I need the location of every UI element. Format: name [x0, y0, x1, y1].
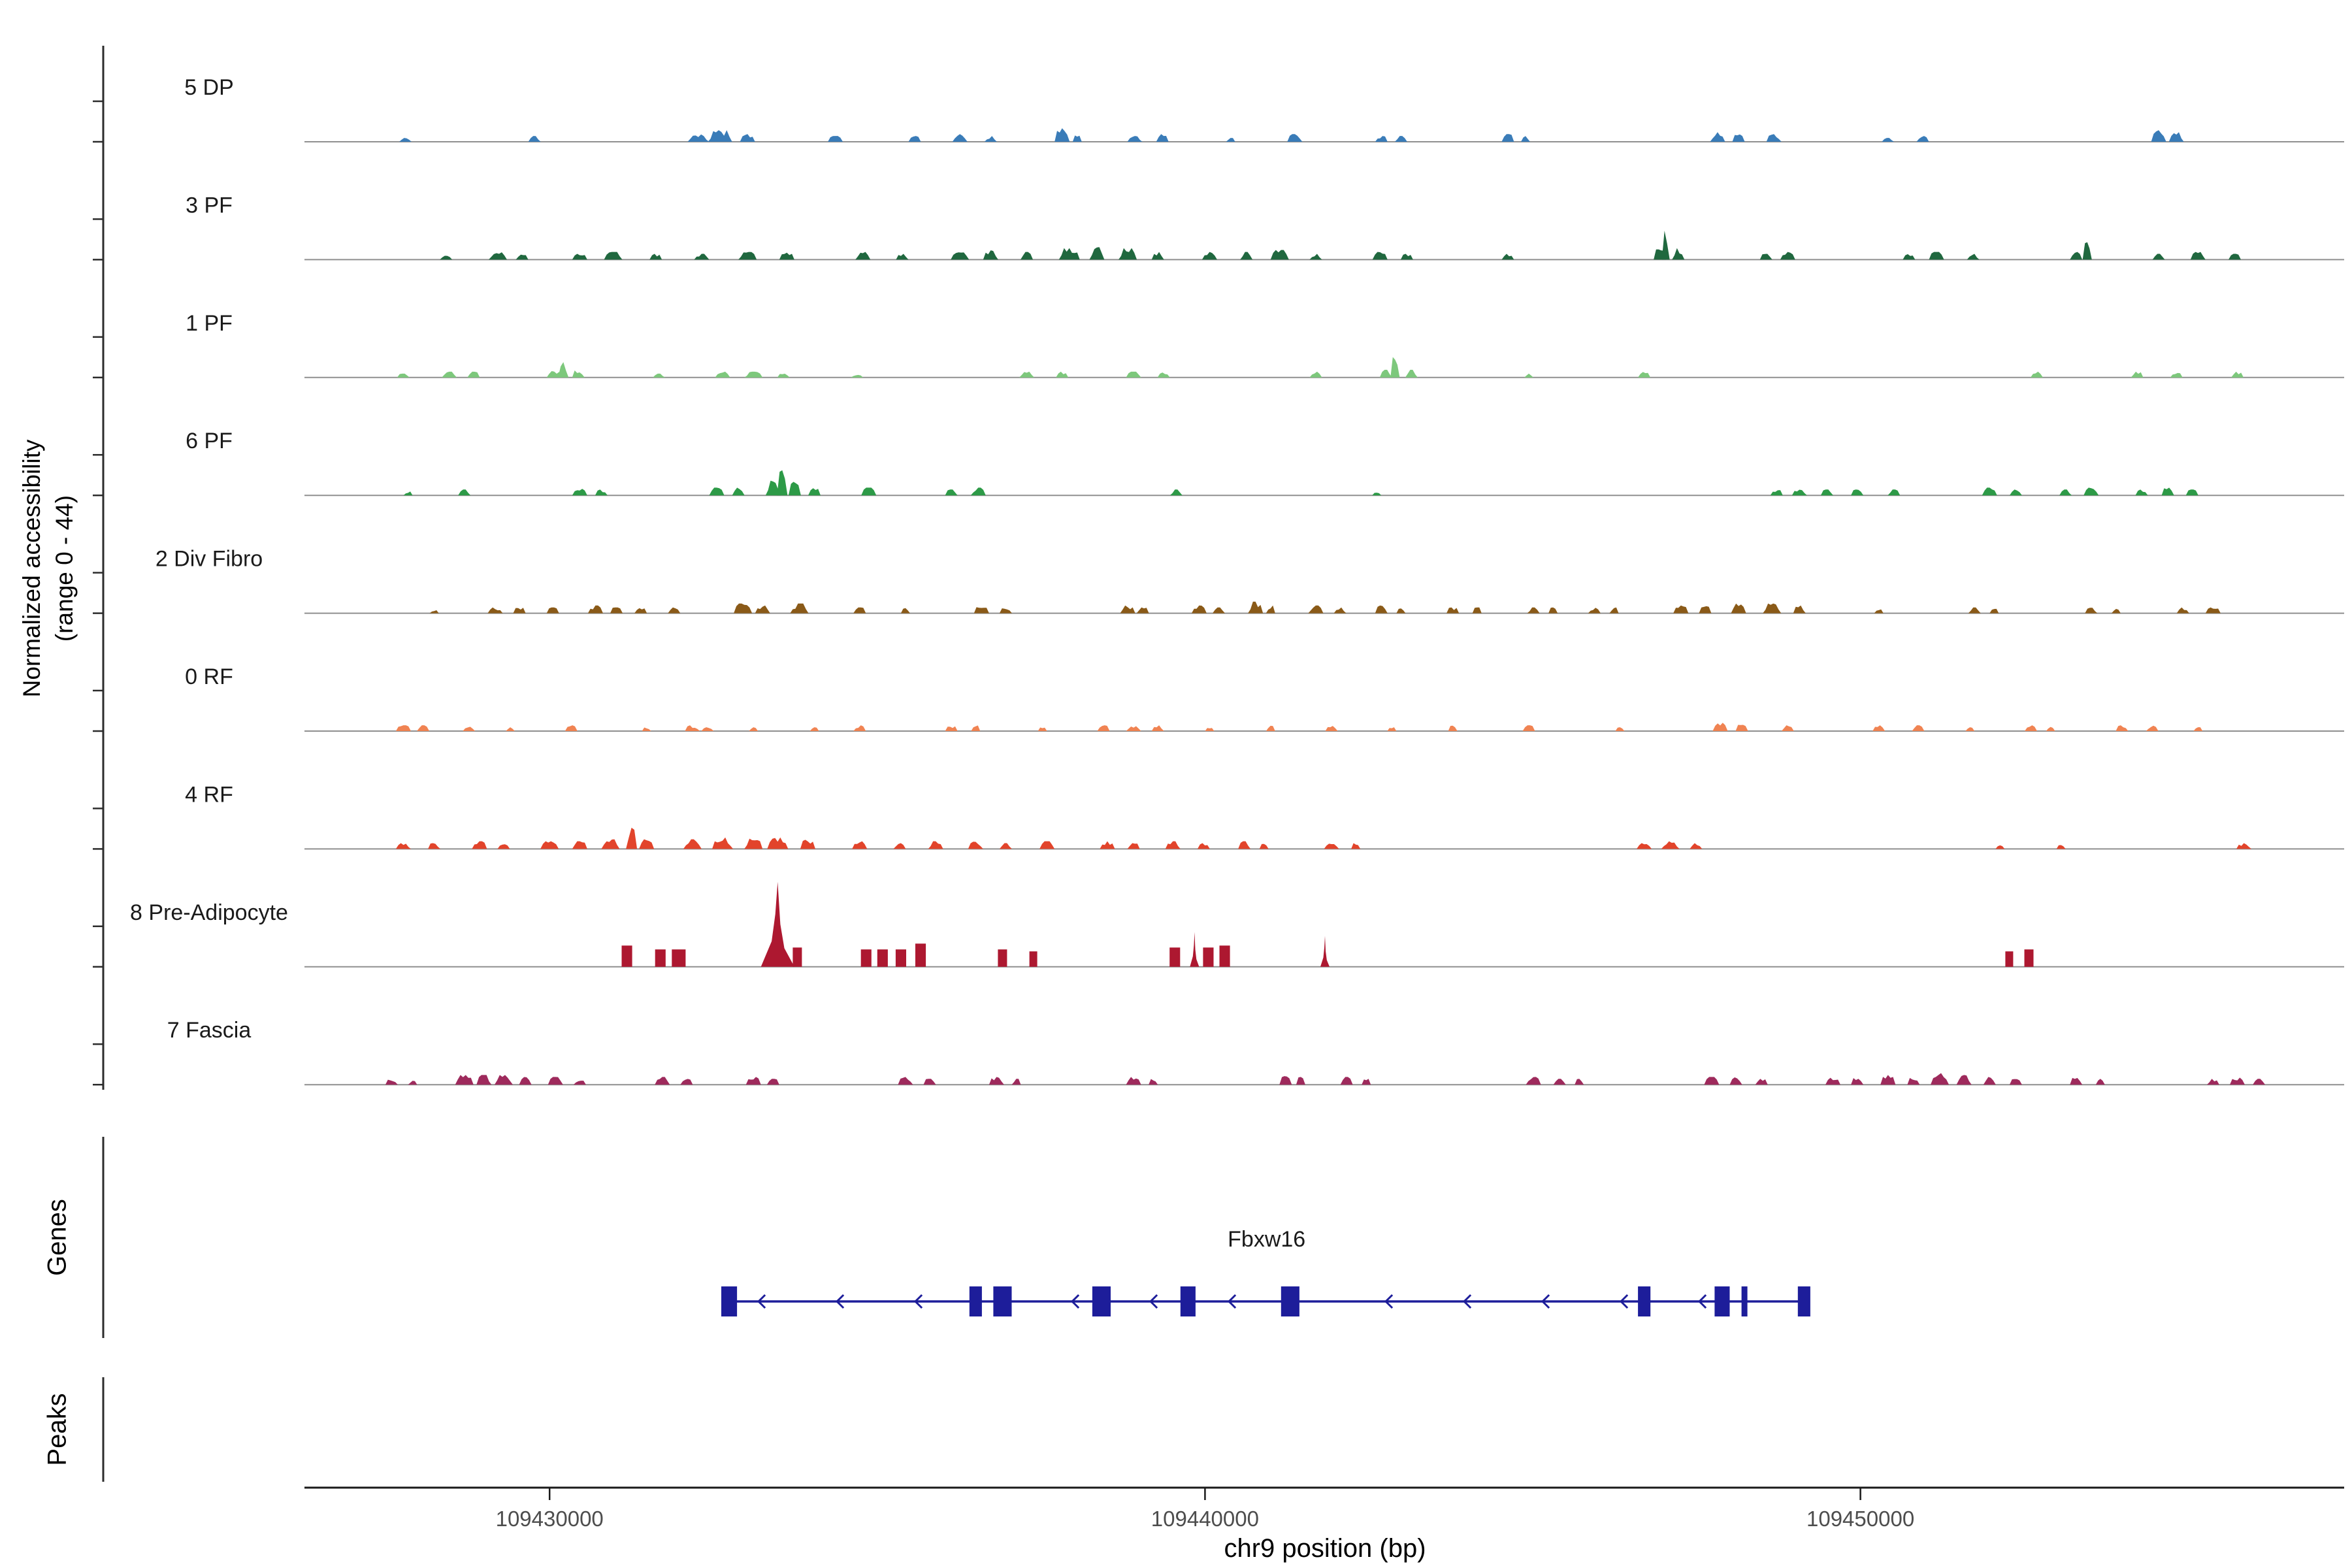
track-8-pre-adipocyte: 8 Pre-Adipocyte [93, 881, 2344, 968]
y-axis-label-line2: (range 0 - 44) [51, 495, 78, 642]
gene-name-label: Fbxw16 [1228, 1227, 1305, 1252]
x-tick-label: 109450000 [1806, 1507, 1914, 1531]
track-label: 6 PF [186, 429, 233, 453]
strand-arrow-left-icon [913, 1294, 923, 1309]
strand-arrow-left-icon [1619, 1294, 1629, 1309]
track-1-pf: 1 PF [93, 311, 2344, 379]
track-6-pf: 6 PF [93, 429, 2344, 497]
track-5-dp: 5 DP [93, 75, 2344, 143]
track-2-div-fibro: 2 Div Fibro [93, 547, 2344, 614]
track-7-fascia: 7 Fascia [93, 1018, 2344, 1086]
y-axis-label-line1: Normalized accessibility [18, 439, 46, 698]
strand-arrow-left-icon [1070, 1294, 1080, 1309]
track-label: 8 Pre-Adipocyte [130, 900, 288, 925]
track-label: 1 PF [186, 311, 233, 336]
y-axis-label: Normalized accessibility (range 0 - 44) [16, 440, 81, 698]
strand-arrow-left-icon [1149, 1294, 1158, 1309]
track-0-rf: 0 RF [93, 664, 2344, 732]
x-axis: 109430000 109440000 109450000 [304, 1486, 2344, 1531]
track-label: 0 RF [185, 664, 233, 689]
x-tick-label: 109430000 [496, 1507, 604, 1531]
track-3-pf: 3 PF [93, 193, 2344, 261]
track-label: 5 DP [184, 75, 234, 100]
strand-arrow-left-icon [835, 1294, 845, 1309]
gene-model-fbxw16: Fbxw16 [721, 1227, 1810, 1316]
strand-arrow-left-icon [1541, 1294, 1550, 1309]
strand-arrow-left-icon [1462, 1294, 1472, 1309]
genes-section-label: Genes [42, 1199, 72, 1276]
track-label: 2 Div Fibro [155, 547, 263, 572]
track-label: 7 Fascia [167, 1018, 252, 1043]
strand-arrow-left-icon [1384, 1294, 1394, 1309]
strand-arrow-left-icon [1697, 1294, 1707, 1309]
x-axis-title: chr9 position (bp) [1224, 1534, 1426, 1563]
track-label: 3 PF [186, 193, 233, 218]
track-4-rf: 4 RF [93, 782, 2344, 850]
strand-arrow-left-icon [1227, 1294, 1237, 1309]
strand-arrow-left-icon [757, 1294, 766, 1309]
x-tick-label: 109440000 [1151, 1507, 1259, 1531]
track-label: 4 RF [185, 782, 233, 807]
peaks-section-label: Peaks [42, 1393, 72, 1466]
